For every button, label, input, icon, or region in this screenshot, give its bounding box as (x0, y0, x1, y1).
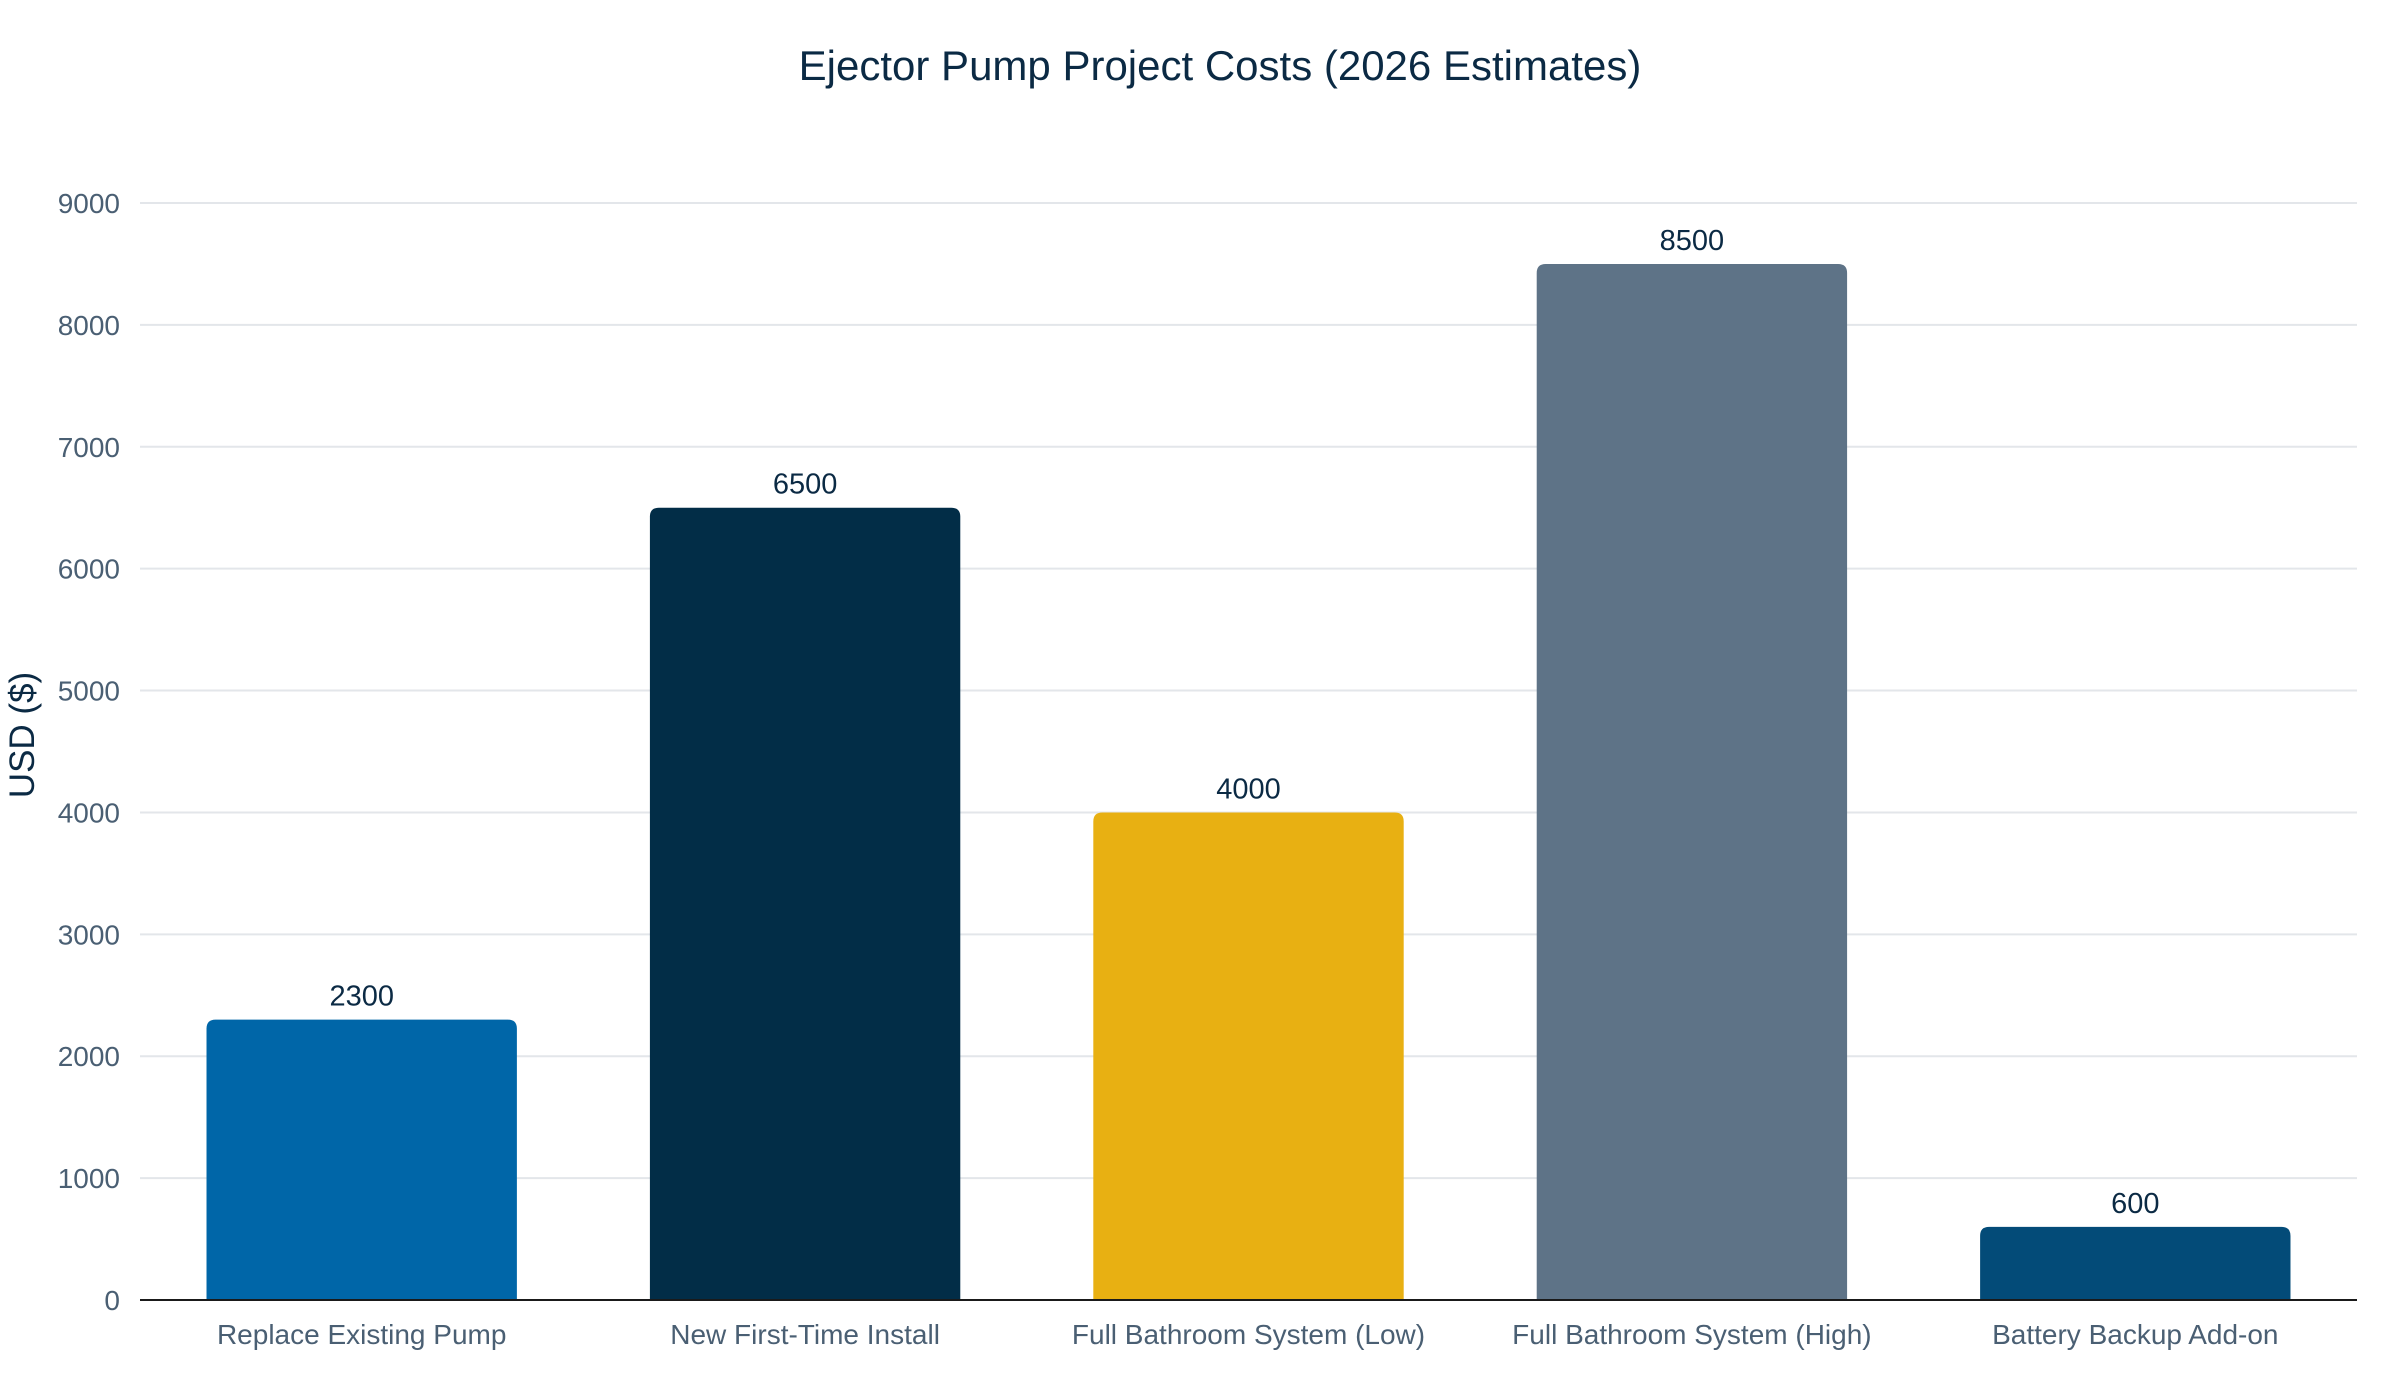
x-category-label: New First-Time Install (670, 1319, 940, 1350)
x-category-label: Full Bathroom System (High) (1512, 1319, 1871, 1350)
x-category-label: Battery Backup Add-on (1992, 1319, 2278, 1350)
y-tick-label: 6000 (58, 554, 120, 585)
x-category-label: Replace Existing Pump (217, 1319, 506, 1350)
bar-5 (1980, 1226, 2291, 1300)
x-category-label: Full Bathroom System (Low) (1072, 1319, 1425, 1350)
bar-4 (1536, 263, 1848, 1300)
bar-3 (1093, 812, 1404, 1300)
y-tick-label: 4000 (58, 797, 120, 828)
bar-value-label: 4000 (1216, 773, 1281, 805)
chart-title: Ejector Pump Project Costs (2026 Estimat… (799, 42, 1642, 89)
y-tick-label: 9000 (58, 188, 120, 219)
bar-value-label: 6500 (773, 469, 838, 501)
y-tick-label: 0 (104, 1285, 120, 1316)
y-tick-label: 2000 (58, 1041, 120, 1072)
bar-value-label: 2300 (329, 981, 394, 1013)
y-tick-label: 3000 (58, 919, 120, 950)
bar-2 (649, 507, 961, 1300)
y-tick-label: 5000 (58, 676, 120, 707)
y-tick-label: 1000 (58, 1163, 120, 1194)
y-axis-title: USD ($) (3, 672, 42, 798)
y-tick-label: 7000 (58, 432, 120, 463)
bar-value-label: 8500 (1660, 225, 1725, 257)
labels: 0 1000 2000 3000 4000 5000 6000 7000 8000 9000 230… (58, 188, 2279, 1350)
y-tick-label: 8000 (58, 310, 120, 341)
bars (206, 263, 2291, 1300)
bar-1 (206, 1019, 517, 1300)
bar-value-label: 600 (2111, 1188, 2159, 1220)
